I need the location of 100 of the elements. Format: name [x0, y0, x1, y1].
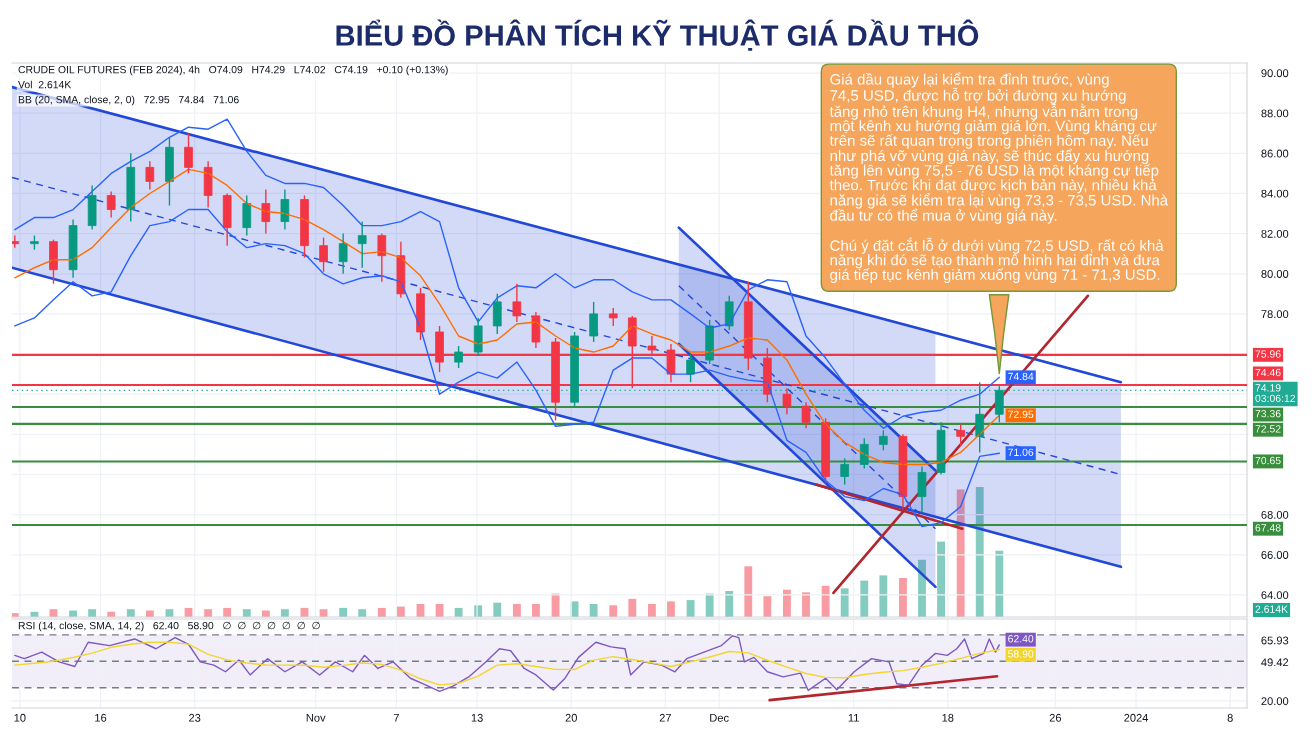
candlestick: [686, 353, 695, 383]
y-tick-label: 78.00: [1261, 310, 1289, 319]
bar: [493, 602, 502, 617]
x-tick-label: 23: [189, 713, 201, 722]
candlestick: [454, 345, 463, 369]
y-tick-label: 66.00: [1261, 551, 1289, 559]
candlestick: [165, 136, 174, 207]
y-tick-label: 84.00: [1261, 189, 1289, 198]
y-tick-label: 64.00: [1261, 591, 1289, 600]
candlestick: [300, 194, 309, 259]
candlestick: [956, 423, 966, 448]
y-tick-label: 90.00: [1261, 69, 1289, 78]
candlestick: [994, 385, 1004, 423]
ref-line-label: 73.36: [1255, 409, 1281, 418]
candlestick: [473, 317, 483, 357]
bar: [339, 607, 348, 617]
bar: [899, 578, 907, 617]
bar: [686, 600, 695, 617]
legend-label: 74.46: [1255, 368, 1281, 377]
bar: [879, 575, 888, 617]
annotation: RSI (14, close, SMA, 14, 2) 62.40 58.90 ∅ ∅ ∅ ∅ ∅ ∅ ∅: [18, 621, 320, 632]
bar: [763, 596, 772, 617]
x-tick-label: 18: [942, 713, 954, 722]
ref-line-label: 75.96: [1255, 350, 1281, 358]
bar: [280, 609, 289, 617]
y-tick-label: 20.00: [1261, 697, 1289, 706]
bar: [783, 589, 791, 617]
bar: [995, 550, 1004, 617]
bar: [609, 605, 618, 617]
bar: [512, 604, 521, 617]
bar: [628, 598, 637, 617]
y-tick-label: 86.00: [1261, 149, 1289, 158]
bar: [975, 487, 984, 617]
x-tick-label: 27: [659, 713, 671, 722]
bar: [223, 607, 232, 617]
x-tick-label: 16: [95, 713, 107, 722]
ref-line-label: 74.19 03:06:12: [1255, 384, 1296, 403]
x-tick-label: 13: [471, 713, 483, 722]
bar: [667, 601, 675, 617]
bar: [860, 580, 869, 617]
x-tick-label: 10: [14, 713, 26, 722]
x-tick-label: 2024: [1124, 713, 1149, 722]
bar: [840, 588, 849, 617]
data-label: 72.95: [1008, 410, 1034, 419]
annotation: CRUDE OIL FUTURES (FEB 2024), 4h O74.09 H74.29 L74.02 C74.19 +0.10 (+0.13%): [18, 65, 448, 76]
annotation: BB (20, SMA, close, 2, 0) 72.95 74.84 71.06: [18, 95, 239, 106]
bar: [647, 604, 656, 617]
bar: [937, 541, 945, 617]
bar: [204, 609, 213, 617]
candlestick: [357, 220, 367, 269]
candlestick: [570, 331, 579, 407]
bar: [821, 585, 830, 617]
line-series: [14, 641, 1001, 686]
candlestick: [492, 293, 502, 335]
bar: [454, 607, 463, 617]
y-tick-label: 82.00: [1261, 229, 1289, 238]
ref-line-label: 70.65: [1255, 456, 1281, 465]
bar: [377, 607, 386, 617]
data-label: 71.06: [1008, 448, 1034, 456]
candlestick: [917, 465, 927, 514]
bar: [589, 604, 598, 617]
ref-line-label: 72.52: [1255, 425, 1281, 433]
x-tick-label: 7: [393, 713, 399, 722]
x-tick-label: 11: [848, 713, 859, 722]
bar: [744, 566, 753, 617]
x-tick-label: 26: [1049, 713, 1062, 722]
bar: [918, 559, 926, 617]
chart-title: BIỂU ĐỒ PHÂN TÍCH KỸ THUẬT GIÁ DẦU THÔ: [336, 19, 979, 51]
y-tick-label: 88.00: [1261, 109, 1289, 118]
text: Giá dầu quay lại kiểm tra đỉnh trước, vùng 74,5 USD, được hỗ trợ bởi đường xu hướng tăng nhỏ trên khung H4, nhưng vẫn nằm trong một kênh xu hướng giảm giá lớn. Vùng kháng cự trên sẽ rất quan trọng trong phiên hôm nay. Nếu như phá vỡ vùng giá này, sẽ thúc đẩy xu hướng tăng lên vùng 75,5 - 76 USD là một kháng cự tiếp theo. Trước khi đạt được kịch bản này, nhiều khả năng giá sẽ kiểm tra lại vùng 73,3 - 73,5 USD. Nhà đầu tư có thể mua ở vùng giá này. Chú ý đặt cắt lỗ ở dưới vùng 72,5 USD, rất có khả năng khi đó sẽ tạo thành mô hình hai đỉnh và đưa giá tiếp tục kênh giảm xuống vùng 71 - 71,3 USD.: [829, 72, 1169, 283]
candlestick: [126, 152, 136, 223]
line-series: [14, 635, 1001, 693]
candlestick: [840, 457, 850, 486]
x-tick-label: 20: [565, 713, 577, 722]
candlestick: [608, 307, 618, 327]
data-label: 74.84: [1008, 372, 1034, 381]
candlestick: [319, 236, 328, 273]
candlestick: [801, 401, 811, 430]
x-tick-label: Nov: [306, 713, 326, 722]
candlestick: [782, 387, 792, 415]
x-tick-label: Dec: [710, 713, 729, 722]
y-tick-label: 80.00: [1261, 270, 1289, 278]
bar: [956, 489, 965, 617]
candlestick: [878, 429, 888, 452]
y-tick-label: 49.42: [1261, 658, 1289, 667]
y-tick-label: 68.00: [1261, 510, 1289, 519]
candlestick: [184, 132, 193, 175]
ref-line-label: 67.48: [1255, 524, 1281, 532]
data-label: 62.40: [1008, 635, 1034, 643]
candlestick: [589, 301, 598, 343]
text: 2.614K: [1255, 605, 1288, 613]
x-tick-label: 8: [1227, 713, 1233, 722]
bar: [725, 591, 734, 617]
bar: [242, 609, 251, 617]
y-tick-label: 65.93: [1261, 636, 1289, 645]
bar: [802, 592, 810, 617]
annotation: Vol 2.614K: [18, 80, 72, 89]
bar: [126, 609, 135, 617]
data-label: 58.90: [1008, 650, 1034, 658]
bar: [532, 604, 540, 617]
